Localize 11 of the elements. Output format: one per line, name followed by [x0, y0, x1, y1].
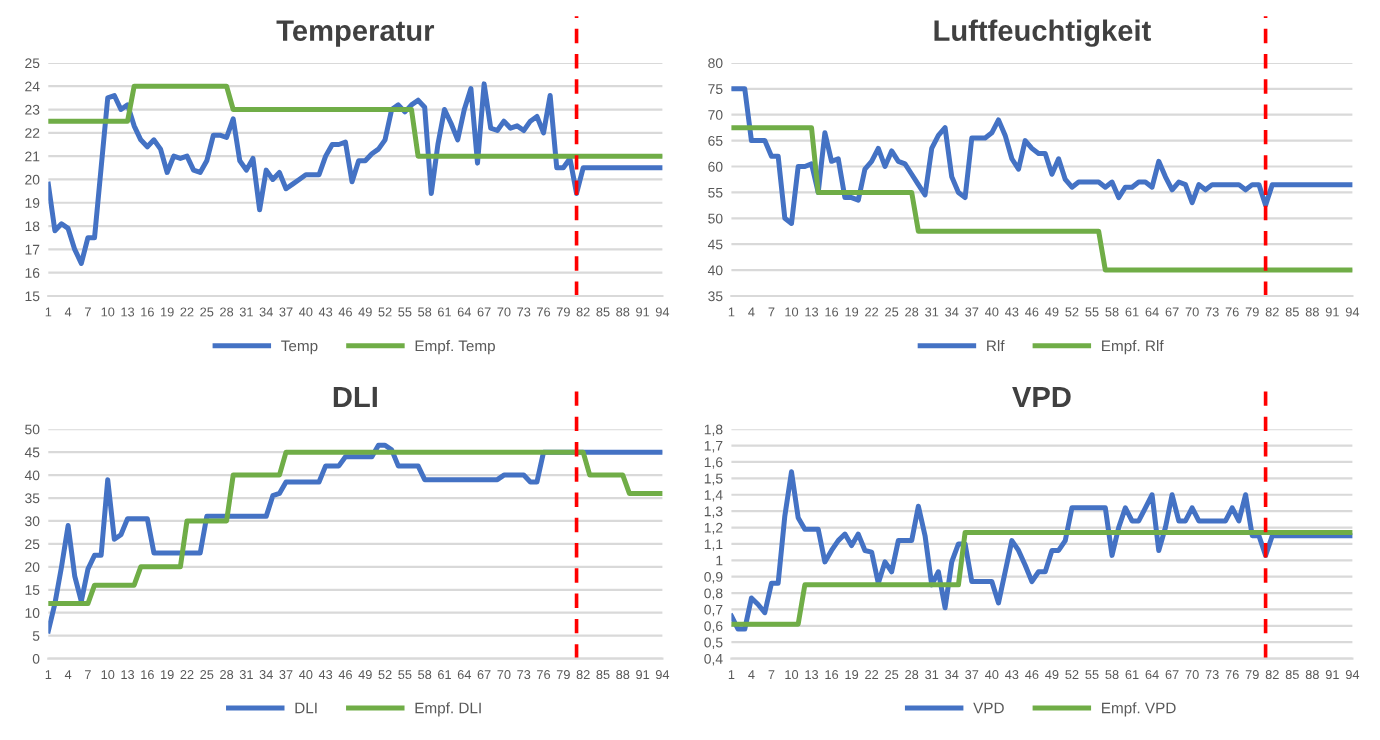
chart-title: Luftfeuchtigkeit — [934, 19, 1151, 47]
line-series — [731, 469, 1353, 632]
line-series — [48, 81, 663, 266]
line-series — [731, 125, 1353, 273]
line-series — [48, 83, 663, 159]
chart-title: Temperatur — [276, 20, 435, 47]
chart-title: DLI — [333, 386, 377, 407]
line-series — [48, 442, 663, 634]
line-series — [48, 449, 663, 607]
line-series — [731, 86, 1353, 226]
chart-title: VPD — [1012, 386, 1071, 407]
